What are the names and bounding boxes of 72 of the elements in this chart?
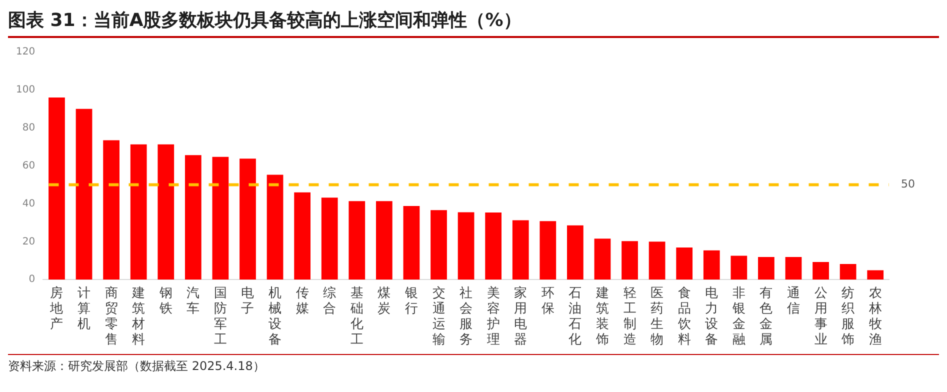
bar [703, 250, 720, 280]
bar [812, 262, 829, 280]
y-tick-label: 40 [22, 198, 36, 210]
bar [294, 192, 311, 280]
bar [266, 174, 284, 280]
bar [622, 241, 638, 280]
bar [485, 212, 502, 280]
bar [403, 206, 420, 280]
bar [376, 201, 392, 280]
x-tick-label: 基础化工 [349, 286, 364, 348]
x-tick-label: 综合 [323, 286, 336, 316]
x-tick-label: 房地产 [49, 284, 64, 332]
x-tick-label: 环保 [541, 286, 554, 316]
bar [758, 257, 774, 280]
bar [130, 144, 147, 280]
bar [512, 220, 529, 280]
x-tick-label: 汽车 [186, 286, 200, 316]
chart-title: 图表 31：当前A股多数板块仍具备较高的上涨空间和弹性（%） [8, 8, 939, 38]
y-tick-label: 120 [16, 46, 36, 58]
x-tick-label: 美容护理 [486, 284, 500, 348]
bar [567, 225, 584, 280]
bar [158, 144, 174, 280]
x-tick-label: 农林牧渔 [868, 286, 882, 348]
y-tick-label: 100 [16, 84, 36, 96]
x-tick-label: 传媒 [296, 286, 309, 316]
bar [540, 221, 556, 280]
x-tick-label: 家用电器 [514, 284, 528, 348]
bar [76, 108, 92, 280]
x-tick-label: 煤炭 [378, 286, 391, 316]
bar [458, 212, 474, 280]
bar [48, 98, 65, 280]
x-tick-label: 商贸零售 [104, 286, 118, 348]
bar [430, 210, 447, 280]
x-tick-label: 公用事业 [814, 286, 828, 348]
x-tick-label: 社会服务 [460, 286, 473, 348]
x-tick-label: 石油石化 [568, 286, 582, 348]
bar [867, 270, 884, 280]
y-tick-label: 0 [28, 274, 36, 286]
x-tick-label: 电子 [241, 286, 254, 316]
x-tick-label: 交通运输 [432, 284, 446, 348]
x-tick-label: 建筑装饰 [594, 286, 609, 348]
x-tick-label: 建筑材料 [131, 286, 146, 348]
x-tick-label: 电力设备 [705, 286, 718, 348]
x-tick-label: 通信 [786, 286, 800, 316]
ref-line-label: 50 [901, 178, 915, 191]
x-tick-label: 食品饮料 [676, 286, 691, 348]
x-tick-label: 非银金融 [731, 286, 746, 348]
bar [730, 256, 748, 280]
x-tick-label: 银行 [404, 286, 418, 316]
bar [321, 198, 338, 280]
x-tick-label: 国防军工 [214, 286, 227, 348]
x-tick-label: 医药生物 [650, 286, 664, 348]
bar [184, 155, 202, 280]
y-tick-label: 60 [22, 160, 36, 172]
x-tick-label: 钢铁 [158, 286, 172, 316]
x-tick-label: 机械设备 [268, 286, 282, 348]
bar [103, 140, 120, 280]
x-tick-label: 有色金属 [760, 286, 773, 348]
bar [648, 242, 666, 280]
bar [785, 257, 802, 280]
x-tick-label: 轻工制造 [623, 286, 636, 348]
y-tick-label: 80 [22, 122, 36, 134]
bar [840, 264, 856, 280]
x-tick-label: 计算机 [78, 286, 91, 332]
x-tick-label: 纺织服饰 [840, 286, 855, 348]
bar [212, 156, 229, 280]
y-tick-label: 20 [22, 236, 36, 248]
bar [348, 201, 366, 280]
bar [676, 248, 693, 280]
bar [594, 238, 611, 280]
bar [240, 158, 256, 280]
text: 资料来源：研究发展部（数据截至 2025.4.18） [8, 358, 266, 375]
